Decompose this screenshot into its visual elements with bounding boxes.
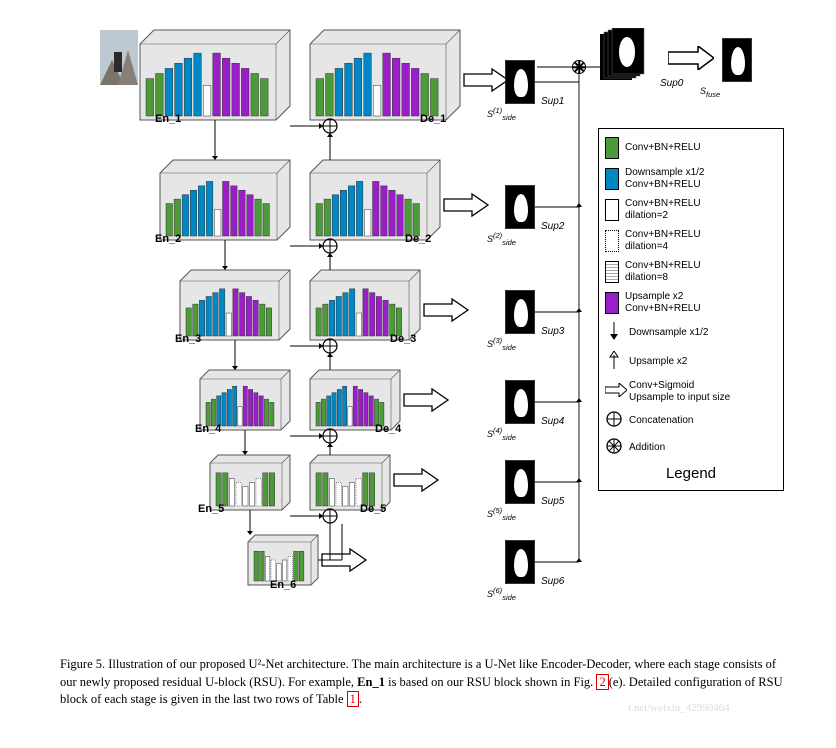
svg-text:De_4: De_4	[375, 423, 402, 435]
legend-text: Addition	[629, 442, 665, 454]
svg-text:En_3: En_3	[175, 333, 201, 345]
svg-text:De_2: De_2	[405, 233, 431, 245]
legend-title: Legend	[605, 465, 777, 482]
side-output-1	[505, 60, 535, 104]
svg-text:En_2: En_2	[155, 233, 181, 245]
side-label-1: S(1)side	[487, 106, 516, 122]
legend-text: Downsample x1/2 Conv+BN+RELU	[625, 167, 704, 190]
legend-swatch	[605, 230, 619, 252]
side-output-4	[505, 380, 535, 424]
sup-label-6: Sup6	[541, 576, 564, 587]
legend-item: Conv+Sigmoid Upsample to input size	[605, 380, 777, 403]
legend-item: Downsample x1/2 Conv+BN+RELU	[605, 167, 777, 190]
sup0-label: Sup0	[660, 78, 683, 89]
legend-text: Conv+BN+RELU dilation=2	[625, 198, 701, 221]
sup-label-5: Sup5	[541, 496, 564, 507]
legend-swatch	[605, 261, 619, 283]
fuse-arrow	[668, 46, 714, 70]
legend-symbol-sum	[605, 438, 623, 457]
sup-label-2: Sup2	[541, 221, 564, 232]
side-label-3: S(3)side	[487, 336, 516, 352]
legend-text: Conv+BN+RELU dilation=8	[625, 260, 701, 283]
legend-symbol-up	[605, 351, 623, 372]
legend-item: Upsample x2	[605, 351, 777, 372]
legend-item: Conv+BN+RELU dilation=2	[605, 198, 777, 221]
legend-text: Downsample x1/2	[629, 327, 708, 339]
svg-text:En_6: En_6	[270, 579, 296, 591]
legend-text: Upsample x2 Conv+BN+RELU	[625, 291, 701, 314]
legend-symbol-bigarrow	[605, 383, 623, 400]
side-output-5	[505, 460, 535, 504]
side-label-6: S(6)side	[487, 586, 516, 602]
legend-item: Downsample x1/2	[605, 322, 777, 343]
legend-symbol-concat	[605, 411, 623, 430]
side-output-6	[505, 540, 535, 584]
svg-text:De_5: De_5	[360, 503, 386, 515]
legend-item: Conv+BN+RELU	[605, 137, 777, 159]
svg-text:En_1: En_1	[155, 113, 181, 125]
legend-symbol-down	[605, 322, 623, 343]
legend-item: Addition	[605, 438, 777, 457]
legend-item: Upsample x2 Conv+BN+RELU	[605, 291, 777, 314]
side-label-2: S(2)side	[487, 231, 516, 247]
svg-text:En_5: En_5	[198, 503, 224, 515]
legend-text: Conv+BN+RELU	[625, 142, 701, 154]
legend-text: Conv+BN+RELU dilation=4	[625, 229, 701, 252]
fused-output	[722, 38, 752, 82]
legend-text: Concatenation	[629, 415, 694, 427]
legend-item: Conv+BN+RELU dilation=8	[605, 260, 777, 283]
watermark: t.net/weixin_42990464	[628, 702, 730, 714]
side-label-4: S(4)side	[487, 426, 516, 442]
legend-swatch	[605, 168, 619, 190]
legend-swatch	[605, 137, 619, 159]
stacked-outputs	[600, 28, 660, 88]
top-concat	[572, 60, 586, 74]
legend-swatch	[605, 292, 619, 314]
sup-label-3: Sup3	[541, 326, 564, 337]
legend-swatch	[605, 199, 619, 221]
svg-text:De_3: De_3	[390, 333, 416, 345]
side-output-2	[505, 185, 535, 229]
side-label-5: S(5)side	[487, 506, 516, 522]
legend-box: Conv+BN+RELU Downsample x1/2 Conv+BN+RELU…	[598, 128, 784, 491]
side-output-3	[505, 290, 535, 334]
sup-label-4: Sup4	[541, 416, 564, 427]
legend-text: Upsample x2	[629, 356, 687, 368]
sup-label-1: Sup1	[541, 96, 564, 107]
svg-text:De_1: De_1	[420, 113, 446, 125]
legend-item: Conv+BN+RELU dilation=4	[605, 229, 777, 252]
figure-caption: Figure 5. Illustration of our proposed U…	[60, 656, 790, 709]
legend-text: Conv+Sigmoid Upsample to input size	[629, 380, 730, 403]
legend-item: Concatenation	[605, 411, 777, 430]
sfuse-label: Sfuse	[700, 86, 720, 99]
svg-text:En_4: En_4	[195, 423, 222, 435]
